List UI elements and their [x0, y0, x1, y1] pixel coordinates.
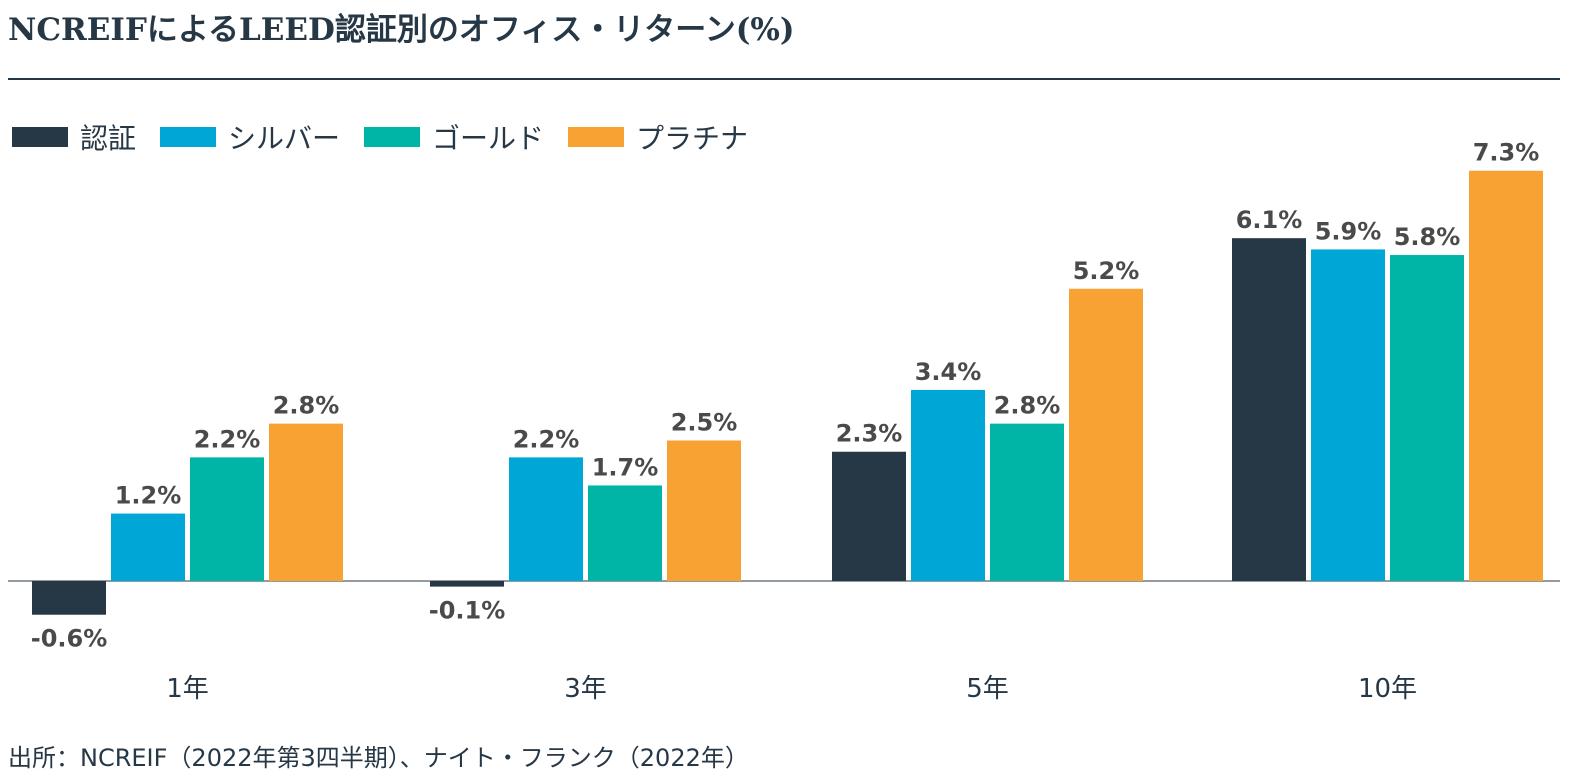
chart-title: NCREIFによるLEED認証別のオフィス・リターン(%) [8, 12, 795, 48]
data-label-certified-4: 6.1% [1236, 206, 1303, 234]
legend-swatch-gold [364, 127, 421, 147]
bar-platinum-4 [1469, 170, 1543, 582]
data-label-silver-3: 3.4% [915, 358, 982, 386]
category-label-4: 10年 [1358, 674, 1417, 704]
legend-item-silver: シルバー [160, 117, 340, 157]
legend-label-platinum: プラチナ [636, 122, 749, 155]
bar-certified-3 [832, 451, 906, 581]
data-label-gold-2: 1.7% [592, 453, 659, 481]
bar-platinum-3 [1069, 288, 1143, 581]
data-label-silver-1: 1.2% [115, 482, 182, 510]
bar-gold-1 [190, 457, 264, 581]
bar-platinum-2 [667, 440, 741, 581]
data-label-gold-4: 5.8% [1394, 223, 1461, 251]
bar-silver-4 [1311, 249, 1385, 582]
category-label-1: 1年 [166, 674, 209, 704]
legend-swatch-certified [12, 127, 68, 147]
legend-label-silver: シルバー [228, 122, 341, 155]
bar-certified-4 [1232, 238, 1306, 581]
legend-item-platinum: プラチナ [568, 117, 748, 157]
bar-silver-2 [509, 457, 583, 581]
data-label-certified-1: -0.6% [31, 625, 108, 653]
title-divider [8, 78, 1560, 80]
bar-certified-1 [32, 581, 106, 615]
data-label-platinum-3: 5.2% [1073, 257, 1140, 285]
legend-swatch-silver [160, 127, 217, 147]
data-label-silver-2: 2.2% [513, 425, 580, 453]
bar-platinum-1 [269, 423, 343, 581]
data-label-gold-3: 2.8% [994, 392, 1061, 420]
legend-label-certified: 認証 [80, 122, 137, 155]
data-label-certified-3: 2.3% [836, 420, 903, 448]
bar-gold-4 [1390, 255, 1464, 582]
legend-item-certified: 認証 [12, 117, 136, 157]
legend-swatch-platinum [568, 127, 625, 147]
data-label-platinum-2: 2.5% [671, 409, 738, 437]
legend: 認証 シルバー ゴールド プラチナ [12, 117, 772, 157]
data-label-silver-4: 5.9% [1315, 217, 1382, 245]
bar-silver-3 [911, 389, 985, 581]
legend-item-gold: ゴールド [364, 117, 544, 157]
data-label-certified-2: -0.1% [429, 597, 506, 625]
bar-chart: -0.6% 1.2% 2.2% 2.8% 1年 -0.1% 2.2% 1.7% 2.5% 3年 2.… [8, 139, 1560, 704]
source-note: 出所：NCREIF（2022年第3四半期）、ナイト・フランク（2022年） [8, 744, 749, 772]
data-label-platinum-4: 7.3% [1473, 139, 1540, 167]
bar-gold-3 [990, 423, 1064, 581]
legend-label-gold: ゴールド [432, 122, 545, 155]
bar-certified-2 [430, 581, 504, 587]
category-label-3: 5年 [966, 674, 1009, 704]
category-label-2: 3年 [564, 674, 607, 704]
data-label-platinum-1: 2.8% [273, 392, 340, 420]
bar-gold-2 [588, 485, 662, 581]
data-label-gold-1: 2.2% [194, 425, 261, 453]
bar-silver-1 [111, 513, 185, 581]
